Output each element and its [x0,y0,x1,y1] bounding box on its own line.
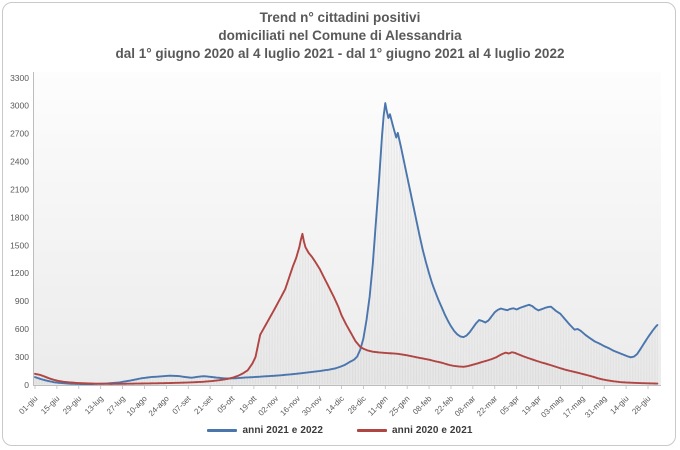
x-tick-label: 13-lug [83,394,105,416]
plot-area [33,72,661,385]
y-tick-label: 3300 [10,73,29,83]
chart-title-line-2: domiciliati nel Comune di Alessandria [218,28,462,43]
series-line-2020-2021 [34,232,659,385]
x-tick-label: 07-set [171,394,194,417]
chart-title-line-1: Trend n° cittadini positivi [259,10,421,25]
legend-label-2021-2022: anni 2021 e 2022 [242,425,323,436]
x-tick-label: 10-ago [125,394,149,418]
x-tick-label: 29-giu [61,394,83,416]
x-tick-label: 21-set [192,394,215,417]
x-tick-label: 14-dic [324,394,346,416]
x-tick-label: 05-apr [498,394,521,417]
x-tick-label: 28-dic [346,394,368,416]
x-tick-label: 28-giu [630,394,652,416]
series-line-2021-2022 [34,102,659,386]
x-tick-label: 17-mag [561,394,587,420]
y-tick-label: 2400 [10,157,29,167]
x-tick-label: 31-mag [583,394,609,420]
x-tick-label: 15-giu [39,394,61,416]
chart-title: Trend n° cittadini positivi domiciliati … [0,9,680,63]
legend-item-2021-2022: anni 2021 e 2022 [207,425,323,436]
y-tick-label: 600 [15,324,29,334]
y-tick-label: 1500 [10,240,29,250]
legend-item-2020-2021: anni 2020 e 2021 [357,425,473,436]
y-tick-label: 0 [24,380,29,390]
x-tick-label: 22-feb [433,394,456,417]
x-tick-label: 08-feb [411,394,434,417]
x-tick-label: 11-gen [366,394,390,418]
x-tick-label: 03-mag [539,394,565,420]
chart-title-line-3: dal 1° giugno 2020 al 4 luglio 2021 - da… [115,46,565,61]
y-tick-label: 3000 [10,101,29,111]
legend-label-2020-2021: anni 2020 e 2021 [392,425,473,436]
chart-legend: anni 2021 e 2022 anni 2020 e 2021 [0,425,680,436]
x-tick-label: 01-giu [17,394,39,416]
x-tick-label: 02-nov [257,394,281,418]
legend-line-blue-icon [207,429,238,432]
y-tick-label: 900 [15,296,29,306]
x-tick-label: 25-gen [388,394,412,418]
x-tick-label: 30-nov [300,394,324,418]
y-tick-label: 2100 [10,184,29,194]
x-tick-label: 22-mar [475,394,500,419]
x-tick-label: 08-mar [453,394,478,419]
legend-line-red-icon [357,429,387,432]
y-tick-label: 1200 [10,268,29,278]
x-tick-label: 14-giu [608,394,630,416]
y-tick-label: 1800 [10,212,29,222]
x-tick-label: 16-nov [278,394,302,418]
y-tick-label: 300 [15,352,29,362]
x-tick-label: 05-ott [216,394,237,415]
x-tick-label: 27-lug [105,394,127,416]
y-tick-label: 2700 [10,129,29,139]
x-tick-label: 24-ago [147,394,171,418]
